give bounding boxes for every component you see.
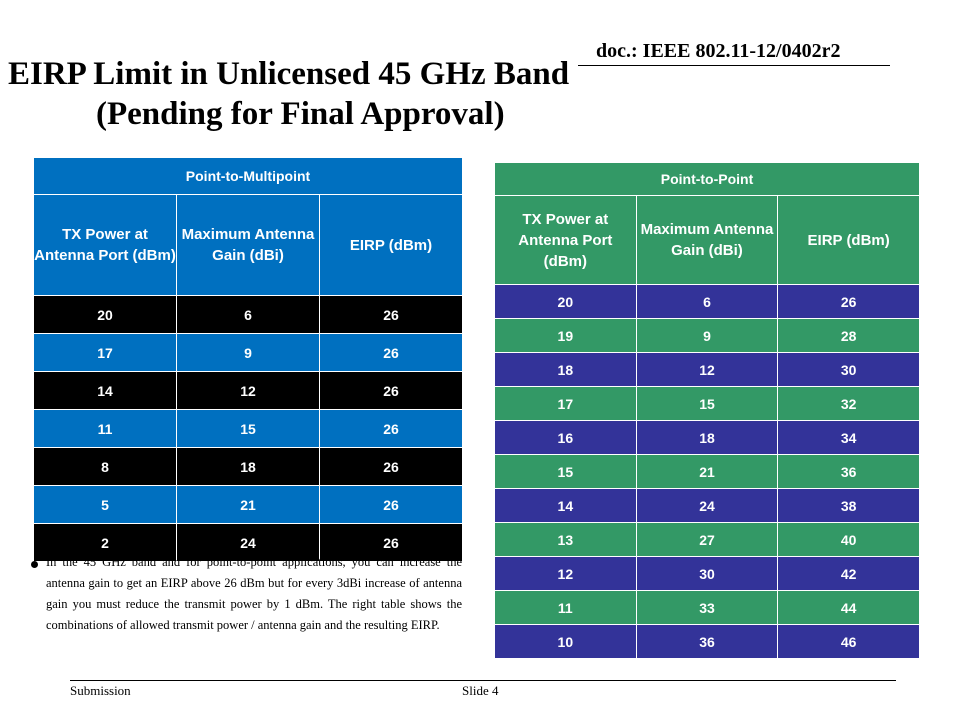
ptp-antenna-gain-cell: 24 — [635, 488, 779, 523]
pmp-eirp-cell: 26 — [319, 409, 463, 448]
ptp-eirp-cell: 30 — [777, 352, 920, 387]
title-line-1: EIRP Limit in Unlicensed 45 GHz Band — [8, 56, 570, 92]
pmp-eirp-cell: 26 — [319, 447, 463, 486]
pmp-tx-power-cell: 2 — [33, 523, 177, 562]
ptp-eirp-cell: 28 — [777, 318, 920, 353]
ptp-tx-power-cell: 13 — [494, 522, 637, 557]
ptp-tx-power-cell: 10 — [494, 624, 637, 659]
pmp-antenna-gain-cell: 24 — [176, 523, 320, 562]
ptp-antenna-gain-cell: 33 — [635, 590, 779, 625]
bullet-icon — [31, 561, 38, 568]
pmp-tx-power-cell: 11 — [33, 409, 177, 448]
ptp-table-row: 18 12 30 — [494, 352, 920, 387]
ptp-table-row: 12 30 42 — [494, 556, 920, 591]
ptp-tx-power-cell: 16 — [494, 420, 637, 455]
pmp-antenna-gain-cell: 12 — [176, 371, 320, 410]
pmp-table-row: 8 18 26 — [33, 447, 463, 486]
ptp-tx-power-cell: 15 — [494, 454, 637, 489]
pmp-eirp-cell: 26 — [319, 333, 463, 372]
footer-rule — [70, 680, 896, 681]
ptp-antenna-gain-cell: 18 — [635, 420, 779, 455]
ptp-eirp-cell: 34 — [777, 420, 920, 455]
ptp-table-row: 14 24 38 — [494, 488, 920, 523]
pmp-antenna-gain-cell: 9 — [176, 333, 320, 372]
pmp-header-antenna-gain: Maximum Antenna Gain (dBi) — [176, 194, 320, 296]
ptp-eirp-cell: 38 — [777, 488, 920, 523]
pmp-table-row: 5 21 26 — [33, 485, 463, 524]
ptp-eirp-cell: 36 — [777, 454, 920, 489]
document-id: doc.: IEEE 802.11-12/0402r2 — [596, 40, 841, 62]
ptp-antenna-gain-cell: 9 — [635, 318, 779, 353]
ptp-antenna-gain-cell: 12 — [635, 352, 779, 387]
footer-submission: Submission — [70, 683, 131, 698]
explanatory-note: In the 45 GHz band and for point-to-poin… — [46, 555, 462, 632]
pmp-eirp-cell: 26 — [319, 371, 463, 410]
ptp-table-row: 16 18 34 — [494, 420, 920, 455]
pmp-tx-power-cell: 8 — [33, 447, 177, 486]
ptp-table-row: 10 36 46 — [494, 624, 920, 659]
ptp-tx-power-cell: 11 — [494, 590, 637, 625]
header-rule — [578, 65, 890, 66]
ptp-header-eirp: EIRP (dBm) — [777, 195, 920, 285]
pmp-table-row: 11 15 26 — [33, 409, 463, 448]
ptp-eirp-cell: 26 — [777, 284, 920, 319]
pmp-antenna-gain-cell: 6 — [176, 295, 320, 334]
ptp-header-antenna-gain: Maximum Antenna Gain (dBi) — [635, 195, 779, 285]
ptp-table-row: 11 33 44 — [494, 590, 920, 625]
pmp-tx-power-cell: 14 — [33, 371, 177, 410]
ptp-header-tx-power: TX Power at Antenna Port (dBm) — [494, 195, 637, 285]
ptp-antenna-gain-cell: 21 — [635, 454, 779, 489]
pmp-table-row: 14 12 26 — [33, 371, 463, 410]
pmp-eirp-cell: 26 — [319, 295, 463, 334]
pmp-antenna-gain-cell: 21 — [176, 485, 320, 524]
ptp-antenna-gain-cell: 36 — [635, 624, 779, 659]
ptp-table-row: 13 27 40 — [494, 522, 920, 557]
pmp-header-eirp: EIRP (dBm) — [319, 194, 463, 296]
ptp-tx-power-cell: 17 — [494, 386, 637, 421]
ptp-tx-power-cell: 12 — [494, 556, 637, 591]
ptp-eirp-cell: 32 — [777, 386, 920, 421]
ptp-table-row: 17 15 32 — [494, 386, 920, 421]
title-line-2: (Pending for Final Approval) — [96, 96, 505, 132]
pmp-tx-power-cell: 20 — [33, 295, 177, 334]
ptp-antenna-gain-cell: 30 — [635, 556, 779, 591]
footer-slide-number: Slide 4 — [462, 683, 499, 698]
ptp-eirp-cell: 44 — [777, 590, 920, 625]
pmp-eirp-cell: 26 — [319, 485, 463, 524]
pmp-table-row: 17 9 26 — [33, 333, 463, 372]
pmp-table-row: 2 24 26 — [33, 523, 463, 562]
ptp-tx-power-cell: 19 — [494, 318, 637, 353]
pmp-table-row: 20 6 26 — [33, 295, 463, 334]
pmp-caption: Point-to-Multipoint — [33, 157, 463, 195]
pmp-tx-power-cell: 5 — [33, 485, 177, 524]
pmp-antenna-gain-cell: 18 — [176, 447, 320, 486]
point-to-point-table: Point-to-Point TX Power at Antenna Port … — [494, 162, 920, 659]
point-to-multipoint-table: Point-to-Multipoint TX Power at Antenna … — [33, 157, 463, 562]
ptp-antenna-gain-cell: 27 — [635, 522, 779, 557]
ptp-antenna-gain-cell: 6 — [635, 284, 779, 319]
ptp-antenna-gain-cell: 15 — [635, 386, 779, 421]
pmp-tx-power-cell: 17 — [33, 333, 177, 372]
ptp-tx-power-cell: 18 — [494, 352, 637, 387]
ptp-table-row: 15 21 36 — [494, 454, 920, 489]
ptp-tx-power-cell: 14 — [494, 488, 637, 523]
pmp-header-tx-power: TX Power at Antenna Port (dBm) — [33, 194, 177, 296]
ptp-eirp-cell: 42 — [777, 556, 920, 591]
pmp-eirp-cell: 26 — [319, 523, 463, 562]
ptp-table-row: 20 6 26 — [494, 284, 920, 319]
ptp-caption: Point-to-Point — [494, 162, 920, 196]
slide-title: EIRP Limit in Unlicensed 45 GHz Band (Pe… — [8, 54, 668, 134]
ptp-eirp-cell: 40 — [777, 522, 920, 557]
pmp-antenna-gain-cell: 15 — [176, 409, 320, 448]
ptp-tx-power-cell: 20 — [494, 284, 637, 319]
ptp-table-row: 19 9 28 — [494, 318, 920, 353]
ptp-eirp-cell: 46 — [777, 624, 920, 659]
